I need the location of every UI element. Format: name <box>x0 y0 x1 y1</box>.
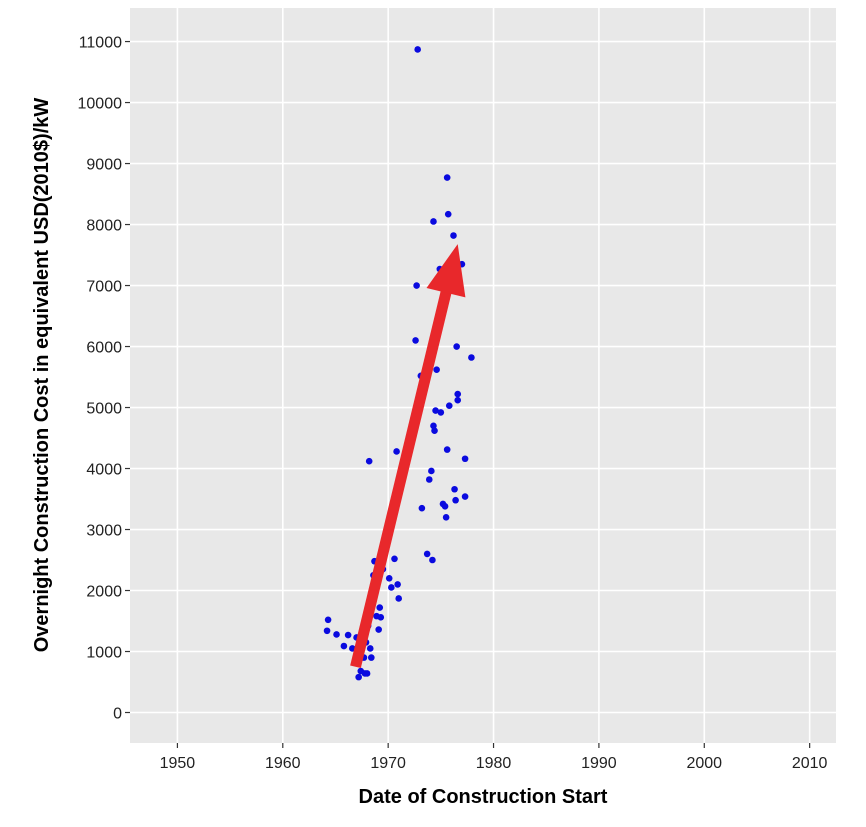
y-tick-label: 8000 <box>86 218 122 235</box>
data-point <box>363 670 371 677</box>
data-point <box>452 496 459 504</box>
data-point <box>442 514 450 521</box>
y-tick-label: 6000 <box>86 340 122 357</box>
plot-panel <box>130 8 836 743</box>
data-point <box>451 485 458 493</box>
trend-arrow <box>350 244 466 669</box>
y-axis-title: Overnight Construction Cost in equivalen… <box>31 98 53 653</box>
data-point <box>432 407 439 414</box>
y-tick-label: 4000 <box>86 462 122 479</box>
y-axis-ticks: 0 1000 2000 3000 4000 5000 6000 7000 8000 9000 100… <box>78 35 130 723</box>
y-tick-label: 11000 <box>79 35 122 52</box>
x-tick-label: 1950 <box>160 755 196 772</box>
data-point <box>340 642 348 650</box>
x-tick-label: 1960 <box>265 755 301 772</box>
data-point <box>388 584 395 591</box>
data-point <box>430 218 437 225</box>
arrow-shaft <box>350 289 452 669</box>
data-point <box>428 467 435 475</box>
data-point <box>395 595 403 602</box>
x-tick-label: 2010 <box>792 755 828 772</box>
grid-lines <box>130 8 836 743</box>
x-tick-label: 1980 <box>476 755 512 772</box>
data-point <box>453 343 460 350</box>
data-point <box>393 448 400 455</box>
data-point <box>355 673 362 681</box>
data-point <box>418 504 426 512</box>
data-point <box>450 232 457 239</box>
y-tick-label: 1000 <box>86 645 122 662</box>
data-point <box>385 575 393 582</box>
data-point <box>414 46 421 53</box>
data-point <box>423 550 431 558</box>
data-point <box>441 503 449 510</box>
data-point <box>444 210 452 218</box>
data-point <box>429 556 436 564</box>
x-tick-label: 2000 <box>686 755 722 772</box>
x-tick-label: 1990 <box>581 755 617 772</box>
data-point <box>376 604 384 611</box>
x-tick-label: 1970 <box>370 755 406 772</box>
data-point <box>437 409 445 416</box>
data-point <box>431 427 438 435</box>
data-point <box>454 390 462 398</box>
x-axis-title: Date of Construction Start <box>359 786 608 808</box>
y-tick-label: 5000 <box>86 401 122 418</box>
y-tick-label: 0 <box>113 706 122 723</box>
data-point <box>461 493 469 500</box>
data-point <box>445 402 453 409</box>
data-point <box>333 631 340 638</box>
y-tick-label: 2000 <box>86 584 122 601</box>
data-point <box>377 614 385 621</box>
data-point <box>433 366 440 374</box>
data-point <box>368 654 375 661</box>
data-point <box>443 446 451 453</box>
data-point <box>394 581 401 588</box>
arrow-head <box>426 244 466 298</box>
y-tick-label: 9000 <box>86 157 122 174</box>
data-point <box>443 174 451 181</box>
data-point <box>413 282 420 289</box>
data-point <box>366 645 374 652</box>
data-point <box>412 337 419 344</box>
y-tick-label: 7000 <box>86 279 122 296</box>
data-point <box>323 627 331 635</box>
data-point <box>454 396 462 404</box>
data-point <box>324 616 332 624</box>
data-point <box>461 455 469 463</box>
data-point <box>365 457 373 465</box>
data-point <box>468 354 475 361</box>
data-point <box>391 555 398 563</box>
data-points <box>323 46 475 681</box>
data-point <box>375 626 382 633</box>
data-point <box>344 631 352 639</box>
y-tick-label: 10000 <box>78 96 123 113</box>
data-point <box>425 476 433 483</box>
y-tick-label: 3000 <box>86 523 122 540</box>
x-axis-ticks: 1950 1960 1970 1980 1990 2000 2010 <box>160 743 828 772</box>
